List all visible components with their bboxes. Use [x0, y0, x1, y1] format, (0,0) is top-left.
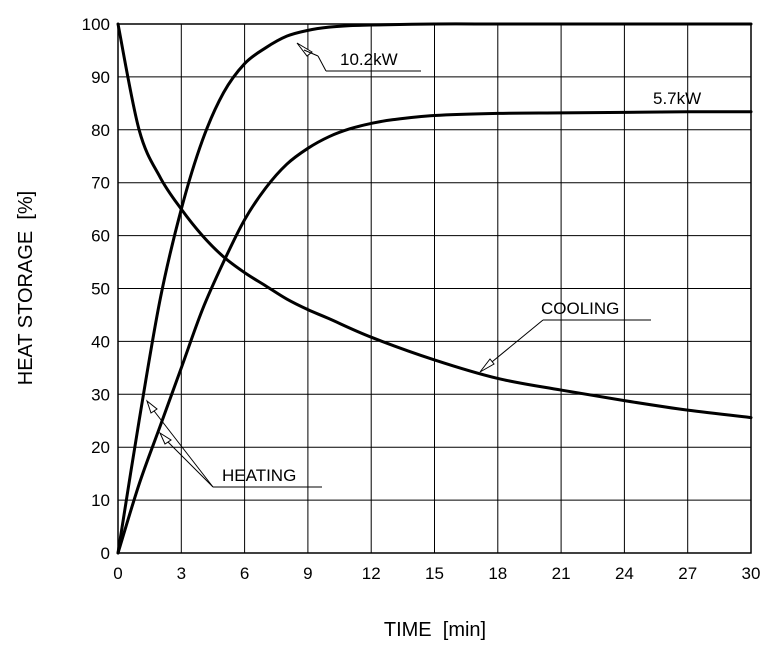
- x-tick-label: 12: [362, 564, 381, 583]
- y-tick-label: 20: [91, 438, 110, 457]
- x-tick-label: 21: [552, 564, 571, 583]
- x-axis-title: TIME [min]: [384, 619, 486, 641]
- x-tick-label: 18: [488, 564, 507, 583]
- label-5-7kw: 5.7kW: [653, 89, 701, 108]
- y-axis-title: HEAT STORAGE [%]: [15, 191, 37, 386]
- x-tick-labels: 0 3 6 9 12 15 18 21 24 27 30: [113, 564, 760, 583]
- series-line-5-7kw: [116, 110, 753, 555]
- y-tick-label: 50: [91, 280, 110, 299]
- x-tick-label: 3: [177, 564, 186, 583]
- annotation-10-2kw: 10.2kW: [296, 42, 421, 72]
- label-cooling: COOLING: [541, 299, 619, 318]
- y-tick-labels: 0 10 20 30 40 50 60 70 80 90 100: [82, 15, 110, 563]
- x-tick-label: 30: [742, 564, 761, 583]
- label-10-2kw: 10.2kW: [340, 50, 398, 69]
- annotation-heating: HEATING: [145, 399, 322, 488]
- x-tick-label: 27: [678, 564, 697, 583]
- x-tick-label: 24: [615, 564, 634, 583]
- y-tick-label: 40: [91, 332, 110, 351]
- label-heating: HEATING: [222, 466, 296, 485]
- y-tick-label: 30: [91, 385, 110, 404]
- y-tick-label: 90: [91, 68, 110, 87]
- y-tick-label: 0: [101, 544, 110, 563]
- series-line-cooling: [116, 22, 753, 420]
- y-tick-label: 70: [91, 174, 110, 193]
- x-tick-label: 9: [303, 564, 312, 583]
- y-tick-label: 100: [82, 15, 110, 34]
- annotation-cooling: COOLING: [479, 299, 651, 373]
- y-tick-label: 60: [91, 227, 110, 246]
- x-tick-label: 15: [425, 564, 444, 583]
- plot-frame: [117, 23, 752, 554]
- y-tick-label: 80: [91, 121, 110, 140]
- x-tick-label: 6: [240, 564, 249, 583]
- x-tick-label: 0: [113, 564, 122, 583]
- y-tick-label: 10: [91, 491, 110, 510]
